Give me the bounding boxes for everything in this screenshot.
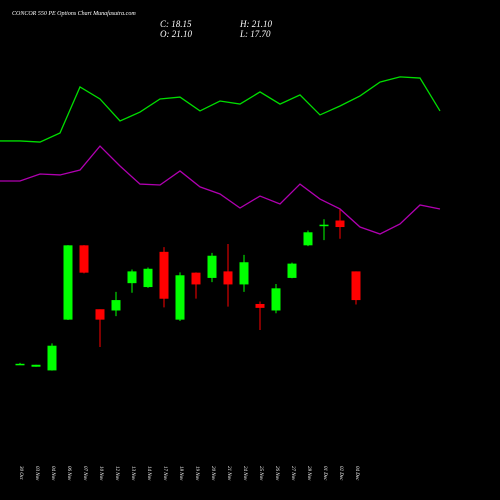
x-tick-label: 21 Nov (226, 466, 231, 481)
candle-body (271, 288, 281, 311)
x-tick-label: 12 Nov (114, 466, 119, 481)
candle-body (255, 303, 265, 308)
candle-body (175, 275, 185, 320)
x-tick-label: 03 Nov (34, 466, 39, 481)
x-tick-label: 18 Nov (178, 466, 183, 481)
candle-body (63, 245, 73, 320)
x-tick-label: 07 Nov (82, 466, 87, 481)
x-tick-label: 04 Nov (50, 466, 55, 481)
chart-title: CONCOR 550 PE Options Chart Munafasutra.… (12, 10, 136, 17)
candle-body (287, 263, 297, 278)
candle-body (111, 300, 121, 311)
x-tick-label: 24 Nov (242, 466, 247, 481)
candle-body (79, 245, 89, 273)
x-tick-label: 27 Nov (290, 466, 295, 481)
x-tick-label: 26 Nov (274, 466, 279, 481)
high-label: H: 21.10 (239, 19, 272, 29)
x-tick-label: 30 Oct (18, 466, 23, 480)
candle-body (47, 345, 57, 371)
x-tick-label: 20 Nov (210, 466, 215, 481)
x-tick-label: 17 Nov (162, 466, 167, 481)
x-tick-label: 25 Nov (258, 466, 263, 481)
candle-body (319, 224, 329, 227)
x-tick-label: 06 Nov (66, 466, 71, 481)
x-tick-label: 04 Dec (354, 466, 359, 481)
candle-body (95, 309, 105, 320)
candle-body (239, 262, 249, 285)
x-tick-label: 13 Nov (130, 466, 135, 481)
candle-body (31, 364, 41, 367)
candle-body (335, 220, 345, 228)
candle-body (159, 251, 169, 299)
candle-body (191, 272, 201, 285)
indicator-line (0, 145, 441, 235)
x-tick-label: 19 Nov (194, 466, 199, 481)
candle-body (127, 271, 137, 284)
candle-body (143, 268, 153, 288)
x-tick-label: 01 Dec (322, 466, 327, 481)
candle-body (351, 271, 361, 301)
open-label: O: 21.10 (160, 29, 192, 39)
indicator-line (0, 76, 441, 143)
candle-body (223, 271, 233, 285)
x-tick-label: 02 Dec (338, 466, 343, 481)
candle-body (207, 255, 217, 278)
low-label: L: 17.70 (239, 29, 271, 39)
candle-body (303, 232, 313, 246)
close-label: C: 18.15 (160, 19, 192, 29)
x-tick-label: 14 Nov (146, 466, 151, 481)
candle-body (15, 363, 25, 366)
x-tick-label: 10 Nov (98, 466, 103, 481)
x-tick-label: 28 Nov (306, 466, 311, 481)
